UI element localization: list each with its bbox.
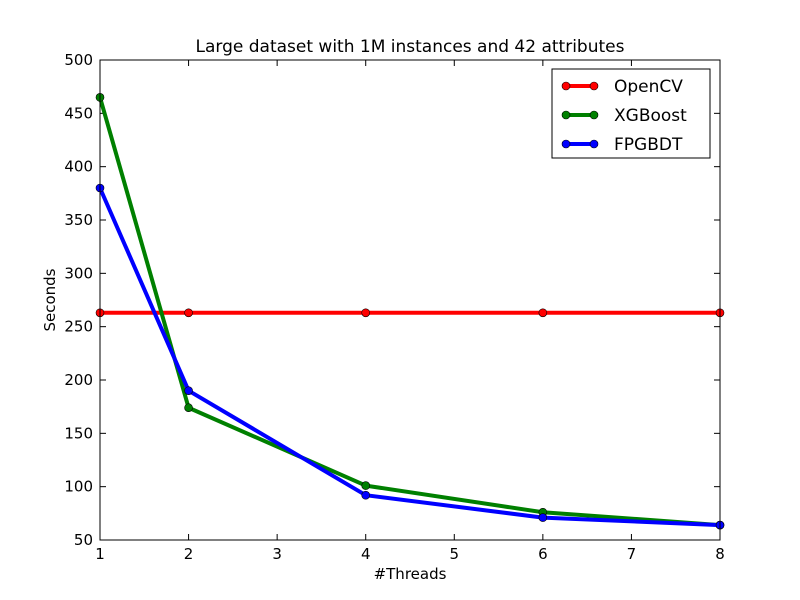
legend-label-fpgbdt: FPGBDT	[614, 135, 683, 155]
legend-label-opencv: OpenCV	[614, 77, 683, 97]
legend: OpenCV XGBoost FPGBDT	[551, 68, 711, 159]
data-point-xgboost	[361, 481, 371, 490]
legend-marker-opencv	[561, 81, 571, 91]
plot-frame	[99, 59, 721, 541]
y-tick-label: 300	[64, 264, 93, 282]
y-tick-label: 50	[74, 531, 93, 549]
y-tick-label: 450	[64, 104, 93, 122]
y-axis-label: Seconds	[41, 268, 59, 331]
y-tick-label: 350	[64, 211, 93, 229]
x-tick-label: 7	[627, 545, 637, 563]
x-axis-label: #Threads	[374, 565, 447, 583]
y-tick-label: 200	[64, 371, 93, 389]
data-point-fpgbdt	[361, 490, 371, 500]
y-tick-label: 150	[64, 424, 93, 442]
x-tick-label: 5	[450, 545, 460, 563]
legend-marker-opencv	[589, 81, 599, 91]
x-tick-label: 6	[538, 545, 548, 563]
y-tick-label: 500	[64, 51, 93, 69]
data-point-opencv	[361, 308, 371, 318]
y-tick-label: 250	[64, 318, 93, 336]
y-tick-label: 400	[64, 158, 93, 176]
x-tick-label: 1	[95, 545, 105, 563]
data-point-xgboost	[184, 403, 193, 413]
x-tick-label: 4	[361, 545, 371, 563]
y-tick-label: 100	[64, 478, 93, 496]
data-point-fpgbdt	[538, 513, 548, 522]
chart-title: Large dataset with 1M instances and 42 a…	[196, 37, 625, 57]
legend-marker-xgboost	[589, 110, 599, 120]
x-tick-label: 3	[272, 545, 282, 563]
data-point-opencv	[184, 308, 193, 318]
data-point-opencv	[538, 308, 548, 318]
data-point-fpgbdt	[184, 386, 193, 395]
legend-marker-fpgbdt	[561, 139, 571, 149]
x-tick-label: 8	[715, 545, 725, 563]
legend-label-xgboost: XGBoost	[614, 106, 687, 126]
legend-marker-fpgbdt	[589, 139, 599, 149]
x-tick-label: 2	[184, 545, 194, 563]
legend-marker-xgboost	[561, 110, 571, 120]
